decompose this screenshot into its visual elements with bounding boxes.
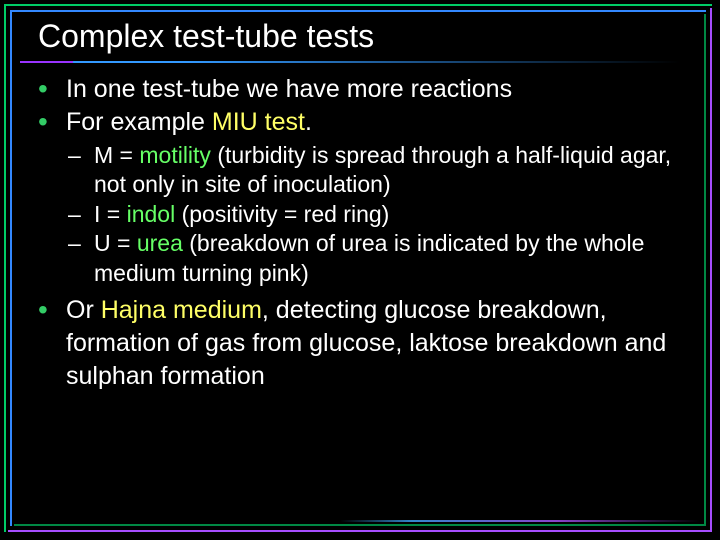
bullet-1: In one test-tube we have more reactions [30, 73, 690, 106]
bullet-2-suffix: . [305, 108, 312, 136]
sub-bullet-1: M = motility (turbidity is spread throug… [66, 141, 690, 200]
bullet-3-prefix: Or [66, 296, 101, 324]
sub2-rest: (positivity = red ring) [175, 201, 389, 227]
bullet-3-highlight: Hajna medium [101, 296, 262, 324]
footer-accent-line [340, 520, 700, 522]
sub-bullet-list: M = motility (turbidity is spread throug… [66, 141, 690, 288]
bullet-2-prefix: For example [66, 108, 212, 136]
title-underline [20, 61, 680, 63]
sub1-prefix: M = [94, 142, 139, 168]
slide-title: Complex test-tube tests [38, 18, 690, 55]
bullet-1-text: In one test-tube we have more reactions [66, 75, 512, 103]
bullet-2-highlight: MIU test [212, 108, 305, 136]
sub3-highlight: urea [137, 230, 183, 256]
bullet-2: For example MIU test. M = motility (turb… [30, 106, 690, 288]
bullet-3: Or Hajna medium, detecting glucose break… [30, 294, 690, 393]
sub2-prefix: I = [94, 201, 127, 227]
sub1-highlight: motility [139, 142, 211, 168]
sub-bullet-3: U = urea (breakdown of urea is indicated… [66, 229, 690, 288]
slide-content: Complex test-tube tests In one test-tube… [30, 18, 690, 518]
sub3-prefix: U = [94, 230, 137, 256]
main-bullet-list: In one test-tube we have more reactions … [30, 73, 690, 393]
sub2-highlight: indol [127, 201, 176, 227]
sub-bullet-2: I = indol (positivity = red ring) [66, 200, 690, 229]
